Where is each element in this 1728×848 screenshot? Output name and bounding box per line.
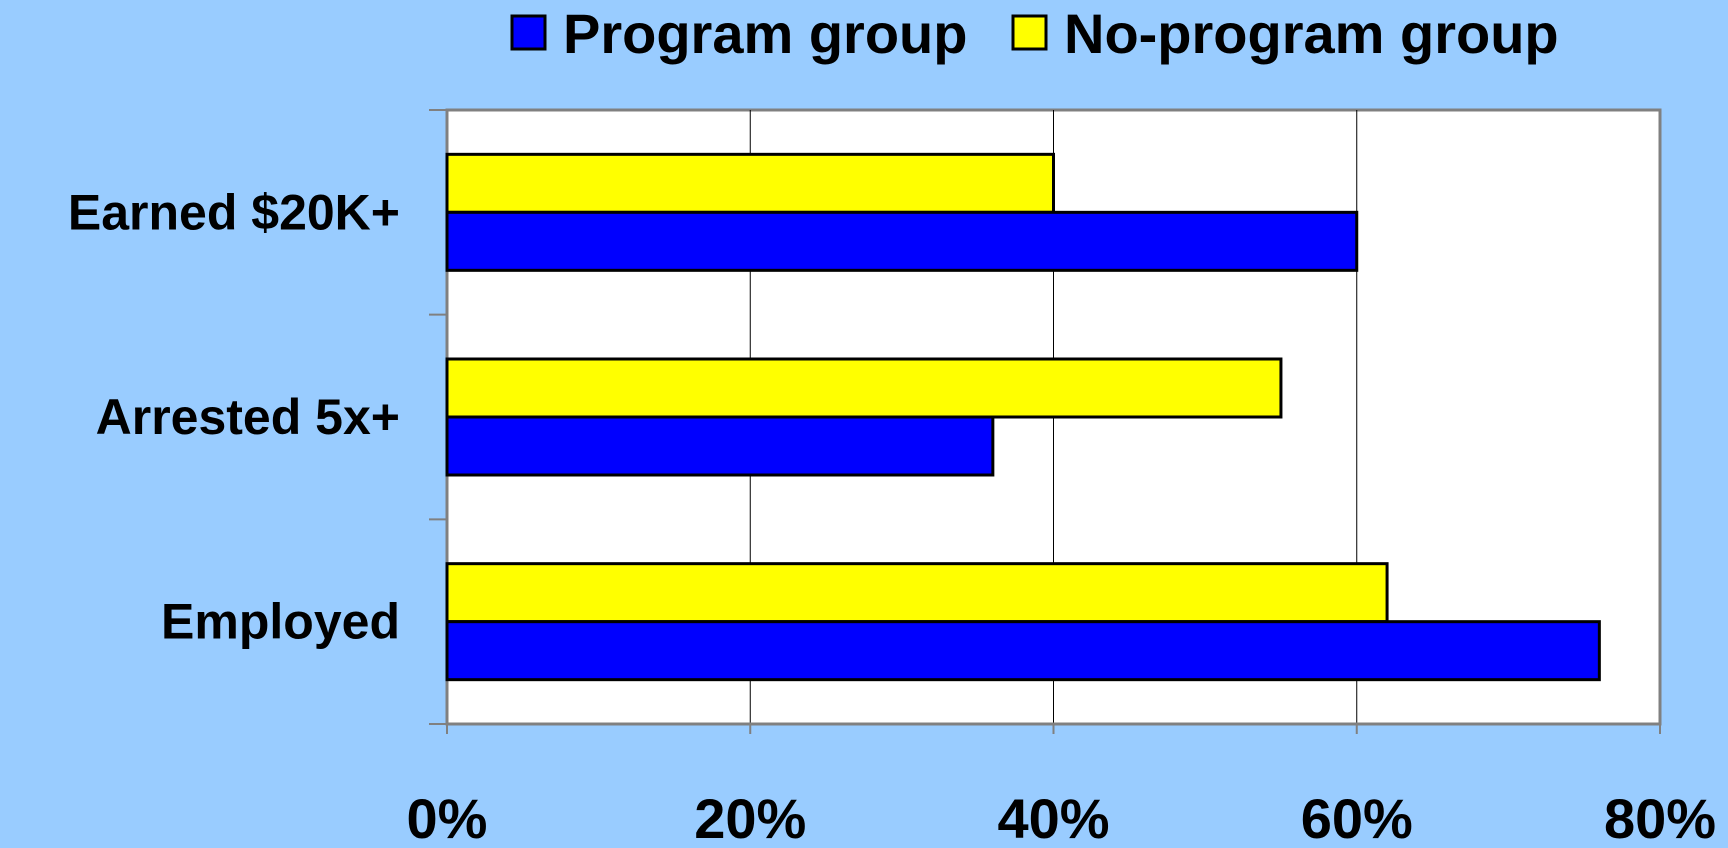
bar-program-group-arrested-5x — [445, 415, 995, 477]
bar-no-program-group-arrested-5x — [445, 357, 1283, 419]
legend-swatch-no-program-group — [1011, 14, 1048, 51]
category-label: Arrested 5x+ — [96, 389, 400, 445]
bar-no-program-group-earned-20k — [445, 152, 1055, 214]
x-tick-label: 20% — [694, 787, 806, 843]
x-tick-label: 40% — [997, 787, 1109, 843]
legend-swatch-program-group — [510, 14, 547, 51]
x-tick-label: 80% — [1604, 787, 1716, 843]
legend-label-no-program-group: No-program group — [1064, 2, 1559, 65]
bar-no-program-group-employed — [445, 562, 1389, 624]
x-tick-label: 0% — [407, 787, 488, 843]
bar-program-group-earned-20k — [445, 210, 1359, 272]
category-label: Earned $20K+ — [68, 184, 400, 240]
legend-label-program-group: Program group — [563, 2, 967, 65]
x-tick-label: 60% — [1301, 787, 1413, 843]
category-label: Employed — [161, 594, 400, 650]
bar-program-group-employed — [445, 620, 1601, 682]
